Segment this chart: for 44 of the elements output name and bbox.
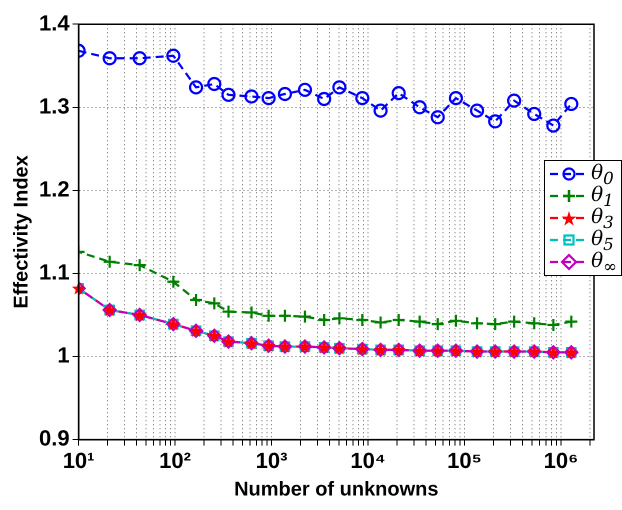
x-tick-label: 10⁶ <box>544 448 578 473</box>
point <box>278 308 292 323</box>
point <box>564 96 578 112</box>
point <box>221 304 236 319</box>
point <box>527 106 542 122</box>
point <box>298 82 312 97</box>
point <box>355 312 370 328</box>
point <box>412 100 427 114</box>
x-tick-label: 10² <box>159 448 191 473</box>
point <box>564 314 578 329</box>
y-tick-label: 1.4 <box>38 10 70 36</box>
point <box>488 114 502 129</box>
point <box>392 86 406 100</box>
point <box>317 312 332 328</box>
y-tick-label: 1.3 <box>38 93 70 118</box>
x-tick-label: 10³ <box>256 448 288 473</box>
y-axis-title: Effectivity Index <box>10 155 33 309</box>
point <box>430 317 445 332</box>
point <box>373 104 388 118</box>
x-axis-title: Number of unknowns <box>234 478 439 501</box>
x-tick-label: 10⁴ <box>350 448 386 473</box>
point <box>278 86 292 102</box>
point <box>221 88 236 102</box>
point <box>373 315 388 330</box>
point <box>412 314 427 329</box>
point <box>317 92 332 106</box>
point <box>507 314 522 329</box>
x-tick-label: 10⁵ <box>447 448 482 473</box>
point <box>392 312 406 328</box>
point <box>298 310 312 324</box>
point <box>448 91 464 106</box>
y-tick-label: 1 <box>57 342 70 368</box>
point <box>430 110 445 124</box>
point <box>507 94 522 108</box>
y-tick-label: 1.2 <box>38 176 70 202</box>
y-tick-label: 1.1 <box>38 260 70 285</box>
point <box>546 118 560 133</box>
point <box>527 316 542 330</box>
point <box>546 318 560 332</box>
point <box>470 316 484 330</box>
point <box>448 314 464 328</box>
point <box>488 317 502 332</box>
point <box>355 91 370 106</box>
point <box>470 104 484 118</box>
